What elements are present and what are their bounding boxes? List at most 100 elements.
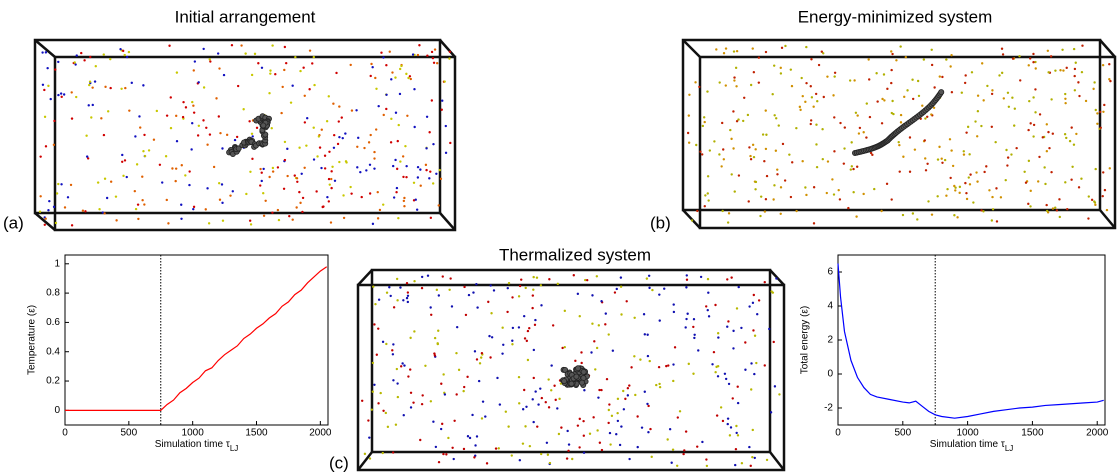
particle: [196, 134, 200, 137]
particle: [85, 134, 88, 137]
particle: [501, 326, 504, 329]
particle: [1029, 189, 1032, 193]
particle: [41, 51, 44, 54]
particle: [432, 61, 436, 65]
particle: [732, 147, 735, 150]
particle: [965, 197, 969, 201]
particle: [442, 452, 445, 456]
particle: [683, 449, 686, 452]
particle: [958, 185, 962, 189]
particle: [368, 436, 371, 439]
particle: [409, 406, 413, 409]
particle: [355, 109, 358, 112]
particle: [908, 170, 912, 173]
particle: [174, 167, 178, 170]
particle: [405, 164, 408, 168]
particle: [121, 49, 125, 53]
particle: [371, 66, 374, 69]
particle: [463, 285, 466, 289]
particle: [367, 419, 370, 422]
particle: [924, 117, 927, 120]
particle: [865, 102, 868, 105]
particle: [771, 93, 774, 96]
particle: [839, 121, 842, 125]
particle: [455, 393, 458, 396]
particle: [181, 115, 185, 119]
particle: [732, 110, 735, 113]
particle: [885, 182, 889, 186]
particle: [521, 442, 525, 445]
particle: [572, 274, 575, 277]
particle: [225, 133, 229, 137]
particle: [478, 362, 482, 365]
particle: [607, 408, 611, 412]
particle: [693, 336, 696, 340]
particle: [578, 417, 581, 421]
particle: [765, 133, 768, 136]
particle: [473, 456, 476, 459]
particle: [420, 402, 424, 406]
particle: [271, 44, 274, 47]
particle: [437, 204, 440, 207]
particle: [592, 416, 595, 419]
particle: [672, 379, 675, 383]
particle: [983, 170, 986, 174]
particle: [502, 343, 505, 346]
particle: [567, 449, 570, 453]
particle: [747, 200, 750, 203]
particle: [607, 421, 610, 425]
y-tick-label: 2: [827, 335, 833, 346]
particle: [764, 198, 768, 201]
particle: [716, 332, 720, 335]
particle: [545, 441, 549, 444]
particle: [414, 198, 417, 201]
particle: [73, 61, 76, 64]
particle: [1001, 53, 1005, 56]
particle: [208, 133, 212, 136]
particle: [735, 85, 738, 88]
particle: [735, 307, 739, 310]
particle: [749, 158, 753, 161]
particle: [328, 150, 331, 153]
particle: [168, 44, 171, 47]
particle: [280, 111, 283, 115]
particle: [296, 180, 299, 183]
particle: [534, 318, 537, 322]
particle: [532, 376, 535, 380]
particle: [903, 95, 906, 99]
particle: [396, 299, 399, 302]
particle: [305, 144, 308, 147]
particle: [848, 79, 852, 82]
particle: [344, 132, 347, 135]
particle: [1028, 99, 1031, 103]
particle: [192, 111, 196, 114]
particle: [913, 148, 917, 151]
particle: [215, 97, 218, 100]
particle: [799, 108, 802, 112]
x-tick-label: 500: [894, 428, 911, 439]
particle: [911, 78, 914, 81]
particle: [924, 157, 927, 160]
particle: [600, 300, 603, 303]
particle: [511, 339, 514, 342]
particle: [1108, 78, 1111, 81]
particle: [571, 457, 574, 461]
particle: [381, 340, 385, 344]
particle: [791, 161, 794, 164]
particle: [974, 120, 977, 123]
particle: [419, 168, 422, 171]
polymer-bead: [568, 380, 575, 387]
particle: [630, 366, 633, 369]
particle: [165, 198, 168, 202]
particle: [567, 443, 571, 446]
particle: [672, 363, 675, 366]
particle: [332, 133, 336, 137]
particle: [1027, 159, 1031, 163]
particle: [1070, 178, 1073, 181]
particle: [416, 165, 420, 169]
particle: [288, 214, 291, 218]
particle: [180, 164, 183, 167]
particle: [927, 200, 930, 203]
particle: [752, 71, 756, 74]
particle: [507, 425, 510, 428]
